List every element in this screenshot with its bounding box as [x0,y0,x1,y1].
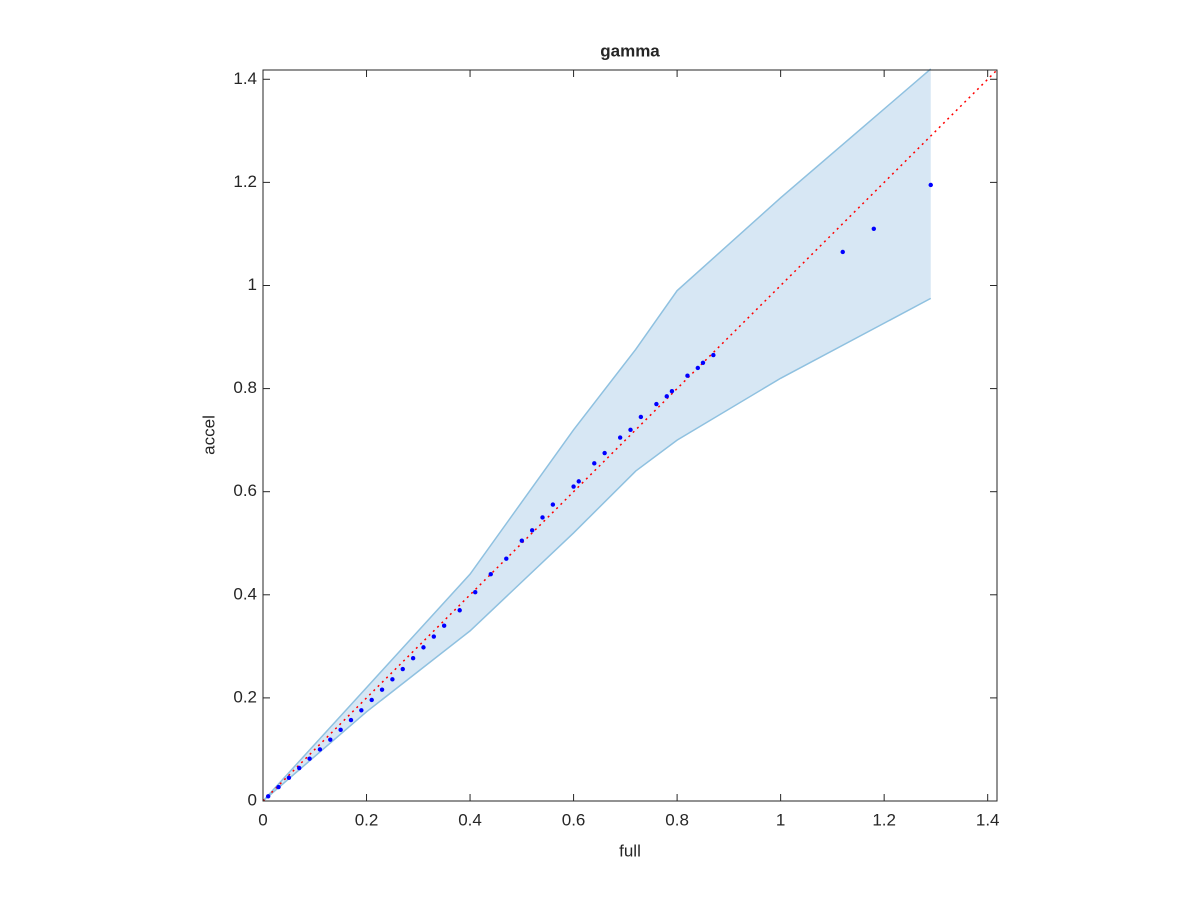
point [669,388,675,394]
point [617,435,623,440]
point [457,608,462,613]
point [379,687,385,692]
point [410,656,416,661]
band-upper-edge [262,68,932,802]
point [519,538,525,543]
confidence-band [263,68,931,801]
y-tick-label: 1 [248,275,257,294]
y-tick-label: 0.8 [233,378,257,397]
point [297,765,302,771]
band-lower-edge [262,297,932,802]
y-axis-label: accel [199,415,218,455]
point [431,634,437,639]
x-tick-label: 1.2 [872,810,896,829]
y-tick-label: 0.4 [233,584,257,603]
point [317,747,323,752]
point [265,794,271,799]
point [550,502,556,507]
x-axis-label: full [619,841,641,860]
y-tick-label: 0 [248,790,257,809]
axes-box [262,69,998,802]
y-tick-label: 1.2 [233,172,257,191]
point [369,697,374,703]
point [488,571,493,577]
point [695,365,701,371]
point [441,623,447,628]
point [400,666,405,672]
x-tick-label: 0.6 [562,810,586,829]
point [638,414,644,420]
point [711,352,716,358]
point [473,590,478,595]
point [685,373,690,378]
y-tick-label: 0.2 [233,687,257,706]
point [421,645,426,650]
point [664,394,669,399]
x-tick-label: 0.2 [355,810,379,829]
point [348,717,354,723]
point [307,756,312,761]
point [328,737,333,742]
point [276,784,281,790]
point [390,677,395,682]
point [540,515,545,520]
point [576,479,581,484]
point [602,450,607,456]
point [571,484,576,489]
chart-title: gamma [600,41,660,60]
point [338,727,343,733]
x-tick-label: 0.4 [458,810,482,829]
point [871,226,877,231]
x-tick-label: 1 [776,810,785,829]
point [628,427,633,433]
point [592,461,597,466]
point [700,360,706,366]
point [286,775,292,781]
point [840,249,845,255]
point [654,401,659,407]
reference-line [262,69,998,802]
x-tick-label: 0 [258,810,267,829]
point [359,708,364,713]
point [504,556,509,561]
x-tick-label: 1.4 [976,810,1000,829]
point [529,528,535,533]
x-tick-label: 0.8 [665,810,689,829]
y-tick-label: 1.4 [233,69,257,88]
y-tick-label: 0.6 [233,481,257,500]
point [928,182,933,188]
